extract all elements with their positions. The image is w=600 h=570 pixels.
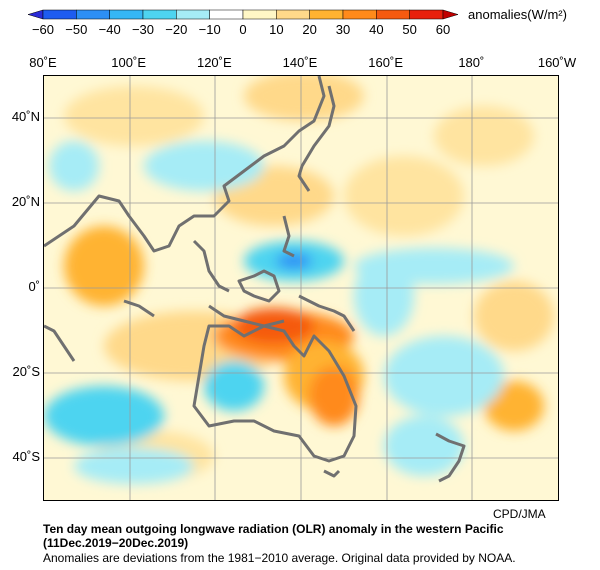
- colorbar-cell: [27, 9, 44, 20]
- longitude-label: 100˚E: [111, 55, 146, 70]
- credit-label: CPD/JMA: [493, 507, 546, 521]
- colorbar-cell: [42, 9, 77, 20]
- colorbar-tick-label: 0: [239, 22, 247, 37]
- colorbar-cell: [242, 9, 277, 20]
- colorbar-tick-label: 10: [269, 22, 284, 37]
- olr-anomaly-map: [43, 75, 559, 501]
- colorbar-cell: [309, 9, 344, 20]
- colorbar-cell: [176, 9, 210, 20]
- colorbar-tick-label: 30: [335, 22, 351, 37]
- figure-note: Anomalies are deviations from the 1981−2…: [43, 551, 516, 565]
- colorbar-units: anomalies(W/m²): [468, 7, 567, 22]
- colorbar-cell: [142, 9, 177, 20]
- colorbar-tick-label: −10: [198, 22, 221, 37]
- longitude-label: 140˚E: [282, 55, 318, 70]
- colorbar-tick-label: 60: [435, 22, 451, 37]
- latitude-label: 0˚: [28, 279, 40, 294]
- colorbar-cell: [376, 9, 410, 20]
- figure-title-line1: Ten day mean outgoing longwave radiation…: [43, 522, 504, 536]
- latitude-label: 20˚N: [11, 194, 40, 209]
- colorbar-cell: [276, 9, 310, 20]
- colorbar-cell: [76, 9, 110, 20]
- colorbar-cell: [409, 9, 444, 20]
- colorbar-tick-label: −30: [131, 22, 155, 37]
- anomaly-field: [44, 76, 554, 484]
- figure-title: Ten day mean outgoing longwave radiation…: [43, 522, 504, 550]
- colorbar-cell: [342, 9, 377, 20]
- longitude-label: 180˚: [458, 55, 485, 70]
- colorbar: [27, 9, 459, 20]
- longitude-label: 120˚E: [196, 55, 232, 70]
- colorbar-cell: [209, 9, 244, 20]
- colorbar-cell: [109, 9, 144, 20]
- colorbar-tick-label: −40: [98, 22, 121, 37]
- latitude-label: 40˚N: [11, 109, 40, 124]
- colorbar-cell: [442, 9, 459, 20]
- longitude-label: 160˚W: [537, 55, 577, 70]
- colorbar-tick-label: 50: [402, 22, 417, 37]
- map-canvas: [44, 76, 558, 500]
- colorbar-tick-label: 20: [302, 22, 317, 37]
- colorbar-tick-label: −20: [165, 22, 188, 37]
- latitude-label: 20˚S: [12, 364, 40, 379]
- figure-title-line2: (11Dec.2019−20Dec.2019): [43, 536, 189, 550]
- colorbar-tick-label: −60: [31, 22, 55, 37]
- colorbar-tick-label: −50: [65, 22, 88, 37]
- coastlines: [44, 76, 466, 483]
- graticule: [44, 76, 558, 500]
- longitude-label: 160˚E: [368, 55, 403, 70]
- latitude-label: 40˚S: [12, 449, 40, 464]
- colorbar-tick-label: 40: [369, 22, 384, 37]
- longitude-label: 80˚E: [29, 55, 57, 70]
